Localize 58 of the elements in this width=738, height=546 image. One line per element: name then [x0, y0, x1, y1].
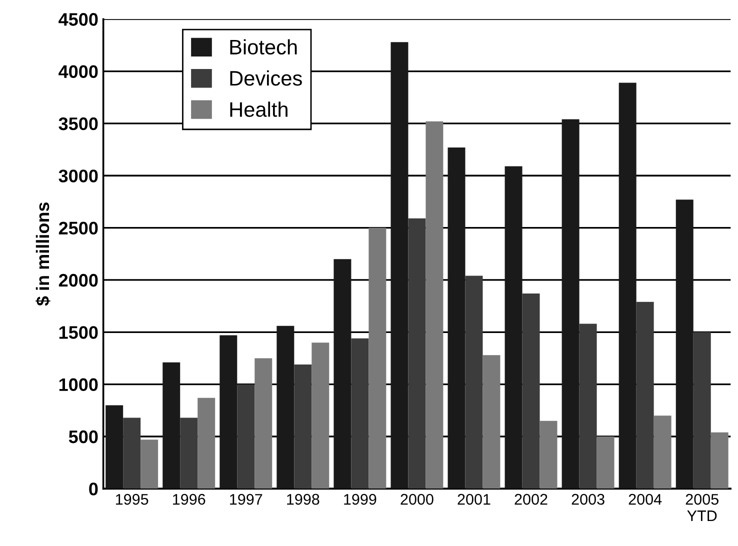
bar: [522, 294, 540, 489]
bar: [198, 398, 216, 489]
bar: [276, 326, 294, 489]
bar: [579, 324, 597, 489]
bar: [676, 200, 694, 489]
bar: [636, 302, 654, 489]
legend-label: Biotech: [230, 39, 297, 55]
bar: [426, 121, 444, 489]
bar: [180, 418, 198, 489]
x-tick-label: 2003: [572, 494, 604, 505]
x-tick-label: 2002: [514, 494, 548, 505]
y-tick-label: 2000: [58, 274, 98, 287]
y-tick-label: 1500: [59, 326, 98, 339]
bar: [220, 335, 238, 489]
bar: [312, 342, 330, 489]
bar: [390, 42, 408, 489]
bar: [482, 355, 500, 489]
bar: [654, 416, 672, 489]
bar: [254, 358, 272, 489]
bar: [162, 362, 180, 489]
x-tick-label: 1999: [344, 494, 376, 505]
y-tick-label: 2500: [58, 222, 98, 235]
x-tick-label: 1995: [116, 494, 148, 505]
legend-label: Health: [230, 102, 288, 117]
bar: [618, 82, 636, 489]
x-tick-label: 2004: [628, 494, 662, 505]
bar: [368, 228, 386, 489]
y-tick-label: 4000: [58, 65, 98, 78]
bar: [448, 147, 466, 489]
bar: [294, 364, 312, 489]
y-tick-label: 1000: [59, 378, 98, 392]
y-tick-label: 4500: [58, 13, 98, 26]
bar: [465, 276, 483, 489]
y-tick-label: 500: [68, 430, 98, 444]
y-tick-label: 3500: [58, 117, 98, 130]
bar: [106, 405, 124, 489]
legend-label: Devices: [230, 70, 302, 86]
bar: [562, 119, 580, 489]
bar: [237, 384, 255, 489]
x-tick-label: 2001: [458, 494, 490, 505]
bar: [408, 218, 426, 489]
x-tick-label: 1998: [287, 494, 320, 505]
y-axis-title: $ in millions: [36, 202, 50, 306]
bar: [334, 259, 352, 489]
x-tick-label: 1997: [230, 494, 262, 505]
bar: [596, 436, 614, 489]
bar: [351, 338, 369, 489]
x-tick-label: 2005 YTD: [686, 494, 718, 522]
y-tick-label: 0: [89, 482, 98, 496]
bar: [710, 432, 728, 489]
bar: [123, 418, 141, 489]
bar: [540, 420, 558, 489]
bar: [140, 440, 158, 489]
x-tick-label: 1996: [173, 494, 206, 505]
bar: [693, 332, 711, 489]
y-tick-label: 3000: [58, 170, 98, 182]
x-tick-label: 2000: [400, 494, 434, 505]
bar: [504, 166, 522, 489]
